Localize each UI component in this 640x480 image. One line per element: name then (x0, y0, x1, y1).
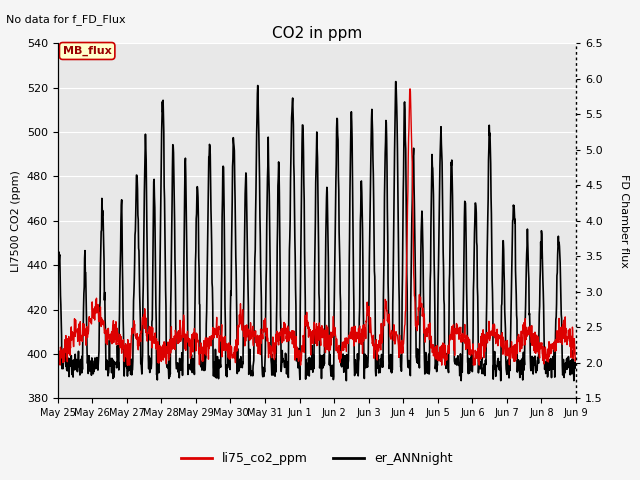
Y-axis label: FD Chamber flux: FD Chamber flux (620, 174, 630, 268)
Y-axis label: LI7500 CO2 (ppm): LI7500 CO2 (ppm) (11, 170, 21, 272)
Title: CO2 in ppm: CO2 in ppm (271, 25, 362, 41)
Legend: li75_co2_ppm, er_ANNnight: li75_co2_ppm, er_ANNnight (176, 447, 458, 470)
Text: No data for f_FD_Flux: No data for f_FD_Flux (6, 14, 126, 25)
Text: MB_flux: MB_flux (63, 46, 111, 56)
